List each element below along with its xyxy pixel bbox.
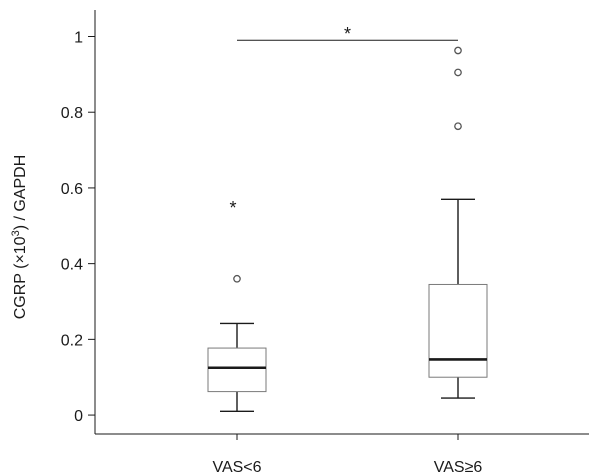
y-tick-label: 0 [74, 408, 83, 425]
x-tick-label: VAS<6 [212, 459, 261, 476]
y-axis-ticks: 0 0.2 0.4 0.6 0.8 1 [61, 30, 95, 425]
x-axis-ticks: VAS<6 VAS≥6 [212, 434, 482, 476]
outlier-point [233, 274, 241, 283]
y-tick-label: 0.4 [61, 257, 83, 274]
y-tick-label: 0.8 [61, 105, 83, 122]
box-group: * [207, 198, 267, 412]
box-iqr [207, 347, 267, 393]
box-iqr [428, 283, 488, 378]
y-tick-label: 1 [74, 30, 83, 47]
significance-annotation: * [237, 24, 458, 44]
y-tick-label: 0.2 [61, 332, 83, 349]
significance-marker: * [344, 24, 351, 44]
outlier-point [454, 46, 462, 55]
outlier-point [454, 122, 462, 131]
x-tick-label: VAS≥6 [434, 459, 483, 476]
y-axis-title: CGRP (×103) / GAPDH [10, 155, 29, 320]
box-group [428, 46, 488, 399]
extreme-outlier-marker: * [229, 198, 236, 218]
outlier-point [454, 68, 462, 77]
y-tick-label: 0.6 [61, 181, 83, 198]
y-axis-title-superscript: 3 [10, 230, 22, 236]
box-series: * [207, 46, 488, 412]
